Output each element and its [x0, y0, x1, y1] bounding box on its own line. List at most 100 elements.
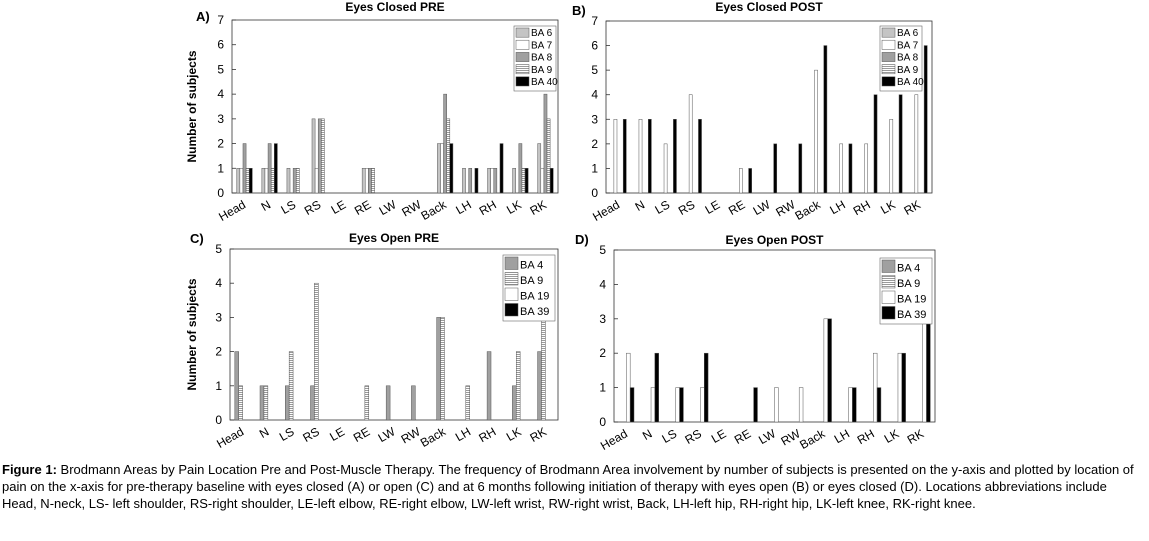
- x-tick-label: LE: [709, 426, 729, 445]
- bar-ba-4-back: [436, 317, 441, 421]
- x-tick-label: LH: [453, 197, 473, 217]
- bar-ba-8-rh: [493, 168, 498, 194]
- legend-label-ba-6: BA 6: [897, 28, 919, 39]
- bar-ba-19-rw: [798, 387, 804, 423]
- bar-ba-7-ls: [663, 143, 668, 194]
- bar-ba-7-head: [239, 168, 244, 194]
- x-tick-label: RW: [773, 197, 798, 219]
- bar-ba-19-lw: [774, 387, 779, 423]
- bar-ba-4-n: [259, 385, 265, 421]
- legend-label-ba-9: BA 9: [520, 275, 543, 287]
- bar-ba-6-rk: [537, 143, 542, 194]
- legend-swatch-ba-8: [881, 52, 896, 62]
- legend-swatch-ba-4: [881, 259, 896, 273]
- y-tick-label: 0: [599, 415, 606, 429]
- y-tick-label: 3: [215, 310, 222, 324]
- legend-swatch-ba-9: [881, 64, 896, 75]
- bar-ba-7-n: [264, 168, 269, 194]
- bar-ba-9-head: [238, 385, 243, 421]
- chart-panel-c-: 0 1 2 3 4 5 Number of subjects Eyes Open PRE C) H…: [185, 231, 559, 451]
- bar-ba-7-re: [365, 168, 369, 194]
- legend-swatch-ba-9: [515, 64, 530, 75]
- x-tick-label: RS: [682, 426, 703, 446]
- chart-title: Eyes Closed POST: [715, 0, 823, 14]
- bar-ba-40-lw: [773, 143, 778, 194]
- bar-ba-8-lk: [518, 143, 523, 194]
- panel-label: B): [572, 3, 586, 18]
- bar-ba-19-rs: [700, 387, 705, 423]
- legend-swatch-ba-6: [881, 27, 896, 38]
- chart-title: Eyes Open PRE: [349, 231, 439, 245]
- legend-swatch-ba-40: [881, 76, 896, 87]
- bar-ba-6-rs: [311, 118, 316, 194]
- bar-ba-39-ls: [679, 387, 684, 423]
- x-tick-label: LS: [278, 197, 298, 216]
- bar-ba-40-rw: [798, 143, 803, 194]
- y-tick-label: 5: [215, 242, 222, 256]
- x-tick-label: LS: [660, 426, 680, 445]
- bar-ba-9-lk: [515, 351, 521, 421]
- bar-ba-6-lh: [462, 168, 466, 194]
- legend-swatch-ba-39: [504, 303, 519, 317]
- bar-ba-40-back: [823, 45, 828, 194]
- y-tick-label: 5: [599, 243, 606, 257]
- bar-ba-19-head: [626, 352, 631, 423]
- bar-ba-19-back: [823, 318, 828, 423]
- panel-label: C): [190, 231, 204, 246]
- bar-ba-7-rh: [864, 143, 869, 194]
- bar-ba-8-re: [368, 168, 372, 194]
- x-tick-label: Head: [590, 197, 622, 223]
- legend-swatch-ba-8: [515, 52, 530, 62]
- y-tick-label: 5: [591, 63, 598, 77]
- legend-label-ba-4: BA 4: [897, 263, 920, 275]
- legend-swatch-ba-6: [515, 27, 530, 38]
- plot-frame: [229, 248, 559, 421]
- caption-label: Figure 1:: [2, 462, 57, 477]
- bar-ba-6-re: [361, 168, 366, 194]
- y-tick-label: 6: [217, 38, 224, 52]
- x-tick-label: RS: [300, 424, 321, 444]
- plot-frame: [231, 19, 559, 194]
- x-tick-label: Head: [598, 426, 630, 452]
- bar-ba-7-rs: [314, 168, 319, 194]
- x-tick-label: N: [259, 197, 274, 213]
- y-tick-label: 7: [217, 13, 224, 27]
- x-tick-label: LW: [377, 197, 399, 218]
- x-tick-label: RH: [477, 197, 499, 218]
- x-tick-label: RK: [527, 424, 548, 444]
- x-tick-label: RS: [302, 197, 323, 217]
- bar-ba-40-lh: [474, 168, 479, 194]
- bar-ba-6-n: [261, 168, 266, 194]
- bar-ba-9-rs: [314, 282, 319, 421]
- bar-ba-4-rs: [310, 385, 315, 421]
- legend: BA 6BA 7 BA 8BA 9BA 40: [879, 25, 924, 92]
- chart-title: Eyes Closed PRE: [345, 0, 444, 14]
- y-tick-label: 1: [215, 379, 222, 393]
- x-tick-label: Back: [419, 197, 450, 223]
- y-axis-label: Number of subjects: [185, 50, 199, 162]
- legend-swatch-ba-7: [881, 39, 896, 50]
- bar-ba-40-lk: [898, 94, 903, 194]
- bar-ba-19-lh: [848, 387, 853, 423]
- x-tick-label: RE: [352, 197, 373, 217]
- x-tick-label: LH: [453, 424, 473, 444]
- bar-ba-19-n: [650, 387, 656, 423]
- bar-ba-19-rh: [873, 352, 878, 423]
- legend-label-ba-39: BA 39: [520, 306, 549, 318]
- bar-ba-9-lh: [465, 385, 470, 421]
- legend: BA 6BA 7 BA 8BA 9BA 40: [513, 25, 558, 92]
- x-tick-label: RW: [399, 424, 424, 446]
- bar-ba-4-rh: [486, 351, 492, 421]
- bar-ba-39-lh: [852, 387, 857, 423]
- bar-ba-40-back: [449, 143, 454, 194]
- bar-ba-40-head: [248, 168, 253, 194]
- panel-label: D): [575, 232, 589, 247]
- figure-caption: Figure 1: Brodmann Areas by Pain Locatio…: [2, 461, 1142, 512]
- x-tick-label: LE: [703, 197, 723, 216]
- x-tick-label: LE: [327, 424, 347, 443]
- bar-ba-8-rk: [543, 93, 548, 194]
- bar-ba-19-rk: [922, 318, 927, 423]
- bar-ba-9-back: [440, 317, 445, 421]
- bar-ba-9-lk: [521, 168, 526, 194]
